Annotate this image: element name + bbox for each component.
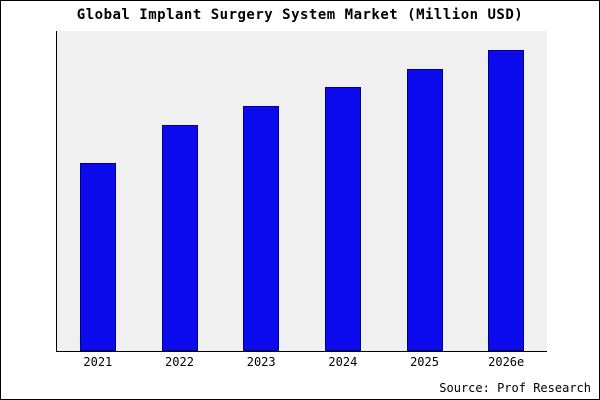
bar-2022	[161, 125, 198, 351]
plot-area	[56, 31, 547, 352]
source-attribution: Source: Prof Research	[439, 381, 591, 395]
bars-container	[57, 31, 547, 351]
bar-slot	[139, 31, 221, 351]
x-tick-label-2021: 2021	[83, 355, 113, 369]
bar-2023	[243, 106, 280, 351]
bar-slot	[465, 31, 547, 351]
bar-2026e	[488, 50, 525, 351]
x-tick-label-2025: 2025	[410, 355, 439, 369]
bar-slot	[57, 31, 139, 351]
bar-slot	[220, 31, 302, 351]
bar-2021	[79, 163, 116, 351]
x-tick-label-2023: 2023	[246, 355, 276, 369]
bar-2024	[324, 87, 361, 351]
bar-slot	[384, 31, 466, 351]
bar-2025	[406, 69, 443, 351]
x-tick-label-2026e: 2026e	[488, 355, 525, 369]
bar-slot	[302, 31, 384, 351]
chart-title: Global Implant Surgery System Market (Mi…	[76, 7, 524, 23]
x-tick-label-2024: 2024	[328, 355, 358, 369]
x-axis-labels: 2021 2022 2023 2024 2025 2026e	[57, 355, 547, 369]
x-tick-label-2022: 2022	[165, 355, 194, 369]
